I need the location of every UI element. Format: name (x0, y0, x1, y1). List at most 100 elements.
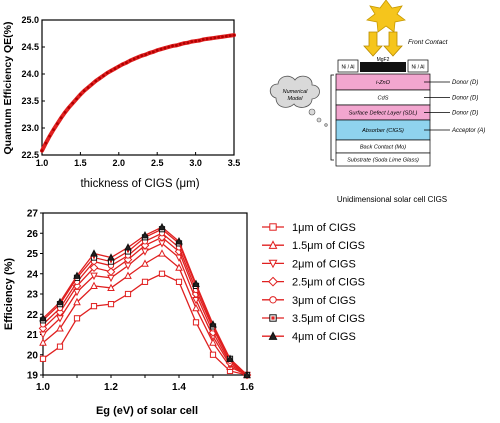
qe-point (48, 134, 52, 138)
layer-type-label: Donor (D) (452, 96, 478, 102)
qe-point (213, 36, 217, 40)
qe-point (98, 76, 101, 80)
qe-point (190, 40, 194, 43)
model-bracket (330, 74, 334, 161)
marker-diamond (268, 276, 278, 287)
qe-point (109, 69, 113, 73)
top-chart-x-ticks: 1.0 1.5 2.0 2.5 3.0 3.5 (36, 152, 241, 168)
layer-2: Surface Defect Layer (SDL) Donor (D) (335, 104, 478, 121)
qe-point (63, 110, 67, 114)
bottom-chart-series (38, 222, 252, 380)
contact-left-label: Ni / Al (341, 65, 354, 71)
qe-point (194, 39, 198, 43)
marker-triangle (107, 283, 115, 292)
layer-stack: i-ZnO Donor (D) CdS Donor (D) Surface Defect… (335, 73, 485, 167)
qe-point (71, 101, 75, 105)
marker-square (192, 319, 200, 326)
bottom-chart-ylabel: Efficiency (%) (3, 258, 15, 330)
marker-triangle (175, 263, 183, 271)
qe-point (125, 61, 128, 65)
bottom-x-tick-label: 1.2 (104, 382, 118, 393)
bottom-y-tick-label: 23 (27, 290, 39, 301)
layer-name: Absorber (CIGS) (361, 128, 404, 134)
qe-point (186, 41, 190, 45)
legend-label: 2μm of CIGS (292, 258, 356, 270)
qe-point (144, 53, 148, 56)
qe-point (40, 149, 44, 153)
legend-label: 3.5μm of CIGS (292, 313, 365, 325)
qe-point (52, 128, 55, 132)
top-x-tick-label: 2.5 (151, 158, 164, 168)
series-line (42, 236, 248, 376)
marker-triangle (56, 324, 64, 332)
marker-triangle (192, 303, 200, 312)
marker-triangle (226, 354, 234, 362)
series-line (42, 252, 248, 376)
marker-square-inner (271, 316, 275, 320)
bottom-y-tick-label: 24 (27, 269, 39, 280)
front-contact-label: Front Contact (408, 39, 449, 46)
mgf2-layer (360, 62, 406, 72)
marker-triangle (141, 259, 149, 267)
marker-square (124, 290, 132, 298)
qe-point (159, 47, 163, 51)
marker-square-inner (93, 256, 95, 259)
marker-triangle (124, 243, 132, 251)
contact-left (337, 59, 359, 73)
marker-triangle (158, 249, 166, 257)
legend-label: 1μm of CIGS (292, 222, 356, 234)
top-y-tick-label: 22.5 (21, 150, 39, 160)
marker-diamond (89, 263, 99, 272)
marker-triangle-down (124, 262, 132, 270)
bottom-y-tick-label: 20 (27, 350, 39, 361)
layer-name: CdS (378, 96, 389, 102)
qe-point (224, 34, 228, 38)
marker-triangle (175, 237, 183, 245)
marker-triangle (56, 297, 64, 306)
marker-triangle (243, 370, 251, 379)
marker-square (209, 351, 217, 358)
series-1 (39, 249, 251, 379)
qe-point (132, 57, 136, 61)
bottom-y-tick-label: 26 (27, 229, 39, 240)
top-y-tick-label: 24.0 (21, 69, 39, 79)
marker-triangle-down (90, 272, 98, 281)
marker-triangle (268, 331, 278, 340)
top-y-tick-label: 23.0 (21, 123, 39, 133)
cloud-label: Numerical Model (283, 89, 309, 102)
layer-0: i-ZnO Donor (D) (335, 73, 478, 91)
marker-triangle (107, 253, 115, 261)
qe-point (105, 71, 109, 75)
qe-point (79, 93, 82, 96)
bottom-chart: 1.0 1.2 1.4 1.6 19 20 21 22 23 24 25 26 27 Efficien… (3, 209, 254, 418)
bottom-chart-x-ticks: 1.0 1.2 1.4 1.6 (36, 375, 254, 393)
series-0 (39, 270, 251, 379)
qe-point (175, 43, 178, 47)
marker-square (56, 343, 64, 350)
layer-name: Surface Defect Layer (SDL) (349, 111, 418, 117)
qe-point (205, 37, 209, 41)
legend-item: 1μm of CIGS (262, 222, 356, 234)
marker-triangle (209, 338, 217, 346)
layer-1: CdS Donor (D) (335, 89, 478, 106)
qe-point (163, 46, 167, 50)
series-6 (39, 222, 251, 379)
top-x-tick-label: 3.5 (228, 158, 241, 168)
layer-5: Substrate (Soda Lime Glass) (335, 152, 431, 167)
top-x-tick-label: 2.0 (113, 158, 126, 168)
top-y-tick-label: 25.0 (21, 15, 39, 25)
qe-point (82, 89, 86, 93)
marker-square (90, 303, 98, 310)
numerical-model-cloud-icon: Numerical Model (269, 75, 328, 127)
marker-diamond (123, 255, 133, 264)
bottom-y-tick-label: 19 (27, 371, 39, 382)
top-chart-ylabel: Quantum Efficiency QE(%) (2, 21, 14, 154)
qe-point (86, 86, 90, 89)
contact-right-label: Ni / Al (411, 65, 424, 71)
layer-name: i-ZnO (376, 80, 391, 86)
legend-item: 3μm of CIGS (262, 295, 356, 307)
bottom-y-tick-label: 22 (27, 310, 39, 321)
qe-point (209, 36, 213, 40)
marker-triangle (158, 222, 166, 231)
